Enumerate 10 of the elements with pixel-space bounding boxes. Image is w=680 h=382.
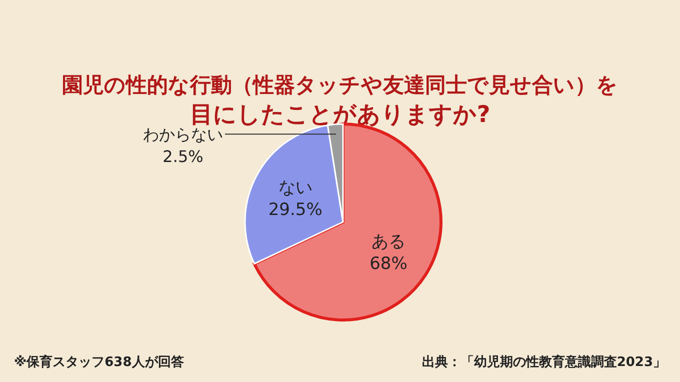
source-note: 出典：「幼児期の性教育意識調査2023」 <box>422 354 666 370</box>
data-label: 68% <box>370 254 408 274</box>
data-label: 29.5% <box>268 200 322 220</box>
slice-label: ない <box>278 178 312 198</box>
chart-title: 園児の性的な行動（性器タッチや友達同士で見せ合い）を <box>62 73 618 97</box>
text: ※保育スタッフ638人が回答 <box>14 354 184 370</box>
data-label: 2.5% <box>162 147 204 166</box>
slice-label: ある <box>372 232 406 252</box>
pie-slice <box>244 124 344 264</box>
slice-label: わからない <box>143 125 223 144</box>
